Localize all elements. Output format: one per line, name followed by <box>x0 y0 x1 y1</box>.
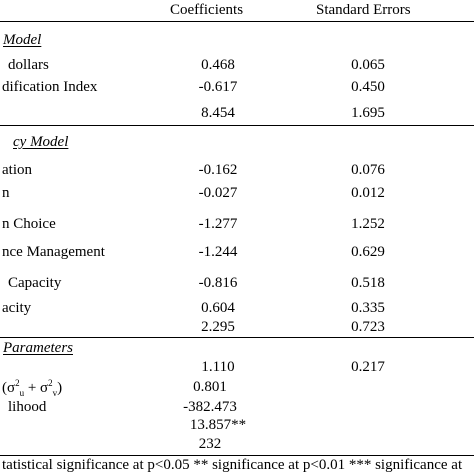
se-value: 0.076 <box>351 162 385 178</box>
coef-value: -382.473 <box>183 399 237 415</box>
formula-sub: u <box>19 388 25 398</box>
section-rule <box>0 125 474 126</box>
se-value: 1.252 <box>351 216 385 232</box>
header-rule <box>0 21 474 22</box>
row-label: nce Management <box>2 244 105 260</box>
coef-value: -0.617 <box>198 79 238 95</box>
se-value: 0.012 <box>351 185 385 201</box>
coef-value: 0.468 <box>201 57 235 73</box>
se-value: 1.695 <box>351 105 385 121</box>
row-label: Capacity <box>8 275 62 291</box>
coef-value: -0.027 <box>198 185 238 201</box>
se-value: 0.723 <box>351 319 385 335</box>
row-label: dification Index <box>2 79 98 95</box>
section-rule <box>0 337 474 338</box>
row-label: n <box>2 185 10 201</box>
coef-value: 0.604 <box>201 300 235 316</box>
variance-formula-label: (σ2u + σ2v) <box>2 378 63 398</box>
coef-value: -0.162 <box>198 162 238 178</box>
coef-value: 13.857** <box>189 417 247 433</box>
se-value: 0.450 <box>351 79 385 95</box>
se-value: 0.629 <box>351 244 385 260</box>
formula-sup: 2 <box>48 378 53 388</box>
coef-value: -0.816 <box>198 275 238 291</box>
coef-value: 1.110 <box>201 359 235 375</box>
formula-part: + σ <box>24 380 49 396</box>
coef-value: 0.801 <box>193 379 227 395</box>
section-title-parameters: Parameters <box>3 340 73 356</box>
table-bottom-rule <box>0 455 474 456</box>
se-value: 0.335 <box>351 300 385 316</box>
coef-value: 232 <box>198 436 222 452</box>
section-title-model: Model <box>3 32 42 48</box>
row-label: n Choice <box>2 216 56 232</box>
header-coefficients: Coefficients <box>170 2 244 18</box>
se-value: 0.217 <box>351 359 385 375</box>
formula-sup: 2 <box>15 378 20 388</box>
se-value: 0.065 <box>351 57 385 73</box>
row-label: ation <box>2 162 32 178</box>
row-label: acity <box>2 300 32 316</box>
formula-sub: v <box>52 388 58 398</box>
formula-part: ) <box>57 380 63 396</box>
coef-value: 8.454 <box>201 105 235 121</box>
footnote: tatistical significance at p<0.05 ** sig… <box>2 457 463 473</box>
coef-value: -1.277 <box>198 216 238 232</box>
formula-part: (σ <box>2 380 16 396</box>
row-label: dollars <box>8 57 49 73</box>
se-value: 0.518 <box>351 275 385 291</box>
coef-value: -1.244 <box>198 244 238 260</box>
coef-value: 2.295 <box>201 319 235 335</box>
section-title-efficiency-model: cy Model <box>13 134 69 150</box>
header-standard-errors: Standard Errors <box>316 2 411 18</box>
row-label: lihood <box>8 399 47 415</box>
